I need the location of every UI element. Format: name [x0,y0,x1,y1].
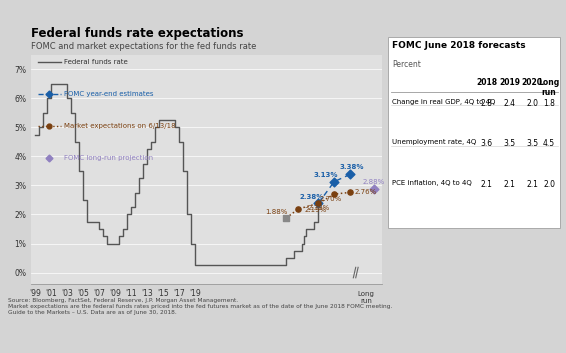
Text: 2019: 2019 [499,78,520,86]
Text: FOMC long-run projection: FOMC long-run projection [65,155,153,161]
Text: 3.38%: 3.38% [340,164,364,170]
Text: Federal funds rate: Federal funds rate [65,59,128,65]
Point [370,186,379,192]
Text: 3.13%: 3.13% [314,172,338,178]
Point [32,242,39,246]
Text: 2.1: 2.1 [504,180,515,189]
Text: 1.88%: 1.88% [265,209,288,215]
Text: Long
run: Long run [538,78,560,97]
Text: FOMC year-end estimates: FOMC year-end estimates [65,91,154,97]
Text: Percent: Percent [392,60,421,69]
Point [282,215,291,221]
Text: Federal funds rate expectations: Federal funds rate expectations [31,27,243,40]
Text: FOMC June 2018 forecasts: FOMC June 2018 forecasts [392,41,526,49]
Point [346,190,355,195]
Text: 2.4: 2.4 [503,99,516,108]
Point [282,215,291,221]
Text: 2.0: 2.0 [543,180,555,189]
Text: 2018: 2018 [476,78,498,86]
Text: 3.5: 3.5 [526,139,538,148]
Text: 2.88%: 2.88% [363,179,385,185]
Text: Unemployment rate, 4Q: Unemployment rate, 4Q [392,139,477,145]
Text: Change in real GDP, 4Q to 4Q: Change in real GDP, 4Q to 4Q [392,99,496,105]
Text: 4.5: 4.5 [543,139,555,148]
Point [346,172,355,177]
Point [32,250,38,255]
Text: Source: Bloomberg, FactSet, Federal Reserve, J.P. Morgan Asset Management.
Marke: Source: Bloomberg, FactSet, Federal Rese… [8,298,393,315]
Text: 2.76%: 2.76% [354,189,376,195]
Text: 3.5: 3.5 [503,139,516,148]
Point [32,242,38,246]
Point [314,201,323,206]
Text: 3.6: 3.6 [481,139,493,148]
Text: 2.38%: 2.38% [307,205,329,211]
Point [294,206,303,212]
Text: 1.8: 1.8 [543,99,555,108]
Text: Market expectations on 6/13/18: Market expectations on 6/13/18 [65,123,176,129]
Text: Long
run: Long run [358,292,375,304]
Point [329,191,338,197]
Point [329,179,338,185]
Text: 2020: 2020 [521,78,543,86]
Point [32,250,39,255]
Text: 2.0: 2.0 [526,99,538,108]
Text: PCE inflation, 4Q to 4Q: PCE inflation, 4Q to 4Q [392,180,472,186]
Text: 2.19%: 2.19% [305,208,327,214]
Point [314,201,323,206]
Text: FOMC and market expectations for the fed funds rate: FOMC and market expectations for the fed… [31,42,256,51]
Text: 2.38%: 2.38% [299,194,324,200]
Text: 2.1: 2.1 [481,180,492,189]
Text: 2.8: 2.8 [481,99,492,108]
Point [32,246,39,251]
Text: 2.1: 2.1 [526,180,538,189]
Text: 2.70%: 2.70% [319,196,341,202]
Point [32,246,38,251]
